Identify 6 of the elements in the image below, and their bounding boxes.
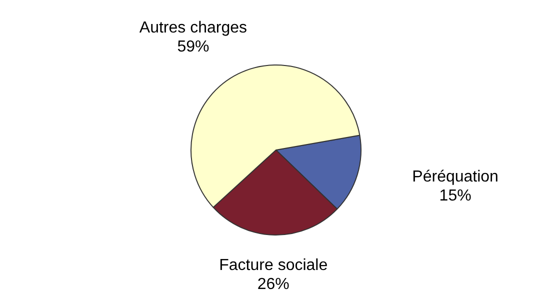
data-label: 59% bbox=[177, 38, 210, 56]
data-label: 26% bbox=[257, 276, 290, 293]
slice-label: Péréquation bbox=[412, 168, 498, 186]
slice-label: Facture sociale bbox=[219, 256, 328, 274]
slice-label: Autres charges bbox=[139, 20, 248, 37]
data-label: 15% bbox=[439, 187, 472, 204]
